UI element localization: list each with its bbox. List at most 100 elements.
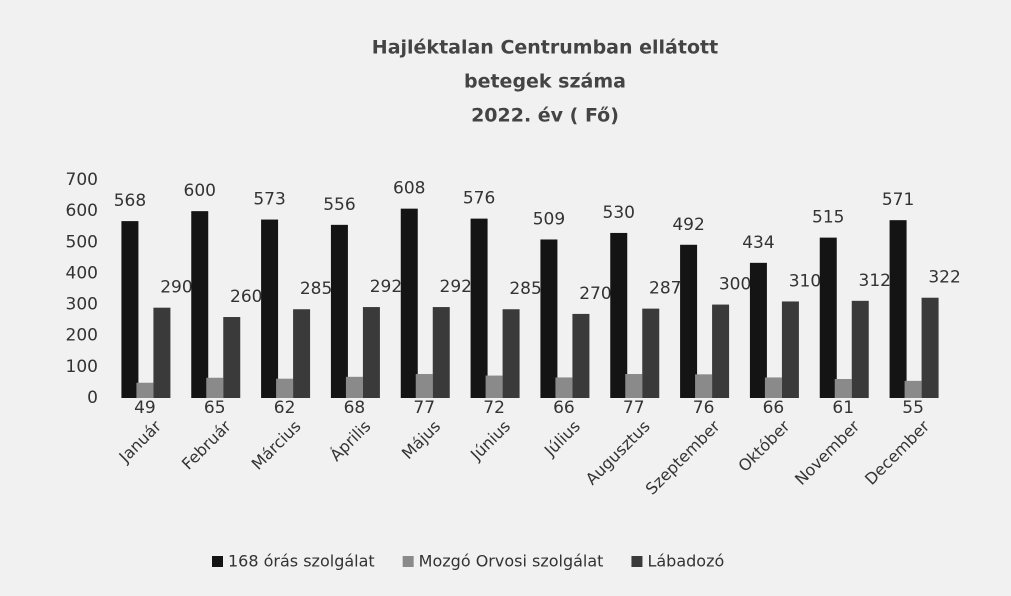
bar — [470, 218, 488, 398]
data-label: 492 — [672, 215, 704, 235]
chart-title: Hajléktalan Centrumban ellátott — [372, 37, 718, 59]
bar — [851, 300, 869, 398]
bar — [625, 374, 643, 398]
y-tick-label: 100 — [66, 357, 98, 377]
legend-label: Mozgó Orvosi szolgálat — [419, 552, 604, 571]
bar — [502, 309, 520, 398]
data-label: 292 — [440, 277, 472, 297]
data-label: 49 — [134, 398, 156, 418]
data-label: 72 — [483, 398, 505, 418]
bar — [223, 317, 241, 398]
legend-swatch — [631, 556, 643, 567]
data-label: 530 — [603, 203, 635, 223]
bar — [293, 309, 311, 398]
bar — [889, 220, 907, 398]
data-label: 600 — [184, 181, 216, 201]
bar — [136, 382, 154, 398]
data-label: 509 — [533, 209, 565, 229]
bar — [276, 378, 294, 398]
bar — [781, 301, 799, 398]
bar — [555, 377, 573, 398]
data-label: 322 — [928, 268, 960, 288]
data-label: 556 — [323, 195, 355, 215]
bar — [572, 313, 590, 398]
bar — [749, 262, 767, 398]
bar — [921, 297, 939, 398]
bar — [764, 377, 782, 398]
legend-swatch — [212, 556, 223, 567]
data-label: 571 — [882, 190, 914, 210]
data-label: 290 — [160, 278, 192, 298]
chart-title: betegek száma — [464, 71, 626, 93]
x-tick-label: Január — [115, 416, 166, 467]
data-label: 76 — [693, 398, 715, 418]
data-label: 573 — [253, 190, 285, 210]
x-tick-label: December — [861, 416, 933, 488]
y-tick-label: 500 — [66, 232, 98, 252]
data-label: 292 — [370, 277, 402, 297]
data-label: 66 — [553, 398, 575, 418]
data-label: 77 — [623, 398, 645, 418]
y-tick-label: 200 — [66, 326, 98, 346]
data-label: 310 — [789, 271, 821, 291]
bar — [261, 219, 279, 398]
bar — [610, 232, 628, 398]
data-label: 270 — [579, 284, 611, 304]
legend-swatch — [402, 556, 414, 567]
x-tick-label: November — [791, 416, 864, 489]
data-label: 608 — [393, 179, 425, 199]
bar — [712, 304, 730, 398]
bar — [819, 237, 837, 398]
bar — [206, 377, 224, 398]
x-tick-label: Október — [734, 416, 793, 475]
data-label: 287 — [649, 279, 681, 299]
data-label: 515 — [812, 208, 844, 228]
bar — [642, 308, 660, 398]
data-label: 62 — [274, 398, 296, 418]
bar — [153, 307, 171, 398]
legend-label: Lábadozó — [647, 552, 724, 571]
data-label: 285 — [300, 279, 332, 299]
data-label: 61 — [832, 398, 854, 418]
data-label: 65 — [204, 398, 226, 418]
x-tick-label: Március — [248, 417, 305, 474]
bar — [330, 224, 348, 398]
x-tick-label: Április — [326, 417, 374, 465]
bar — [834, 379, 852, 398]
bar — [485, 375, 503, 398]
bar — [904, 380, 922, 398]
data-label: 312 — [859, 271, 891, 291]
x-tick-label: Február — [178, 416, 235, 473]
x-tick-label: Május — [398, 417, 444, 463]
data-label: 576 — [463, 189, 495, 209]
y-tick-label: 400 — [66, 263, 98, 283]
bar — [121, 221, 139, 398]
legend: 168 órás szolgálat Mozgó Orvosi szolgálat… — [212, 552, 724, 571]
data-label: 68 — [344, 398, 366, 418]
bar — [540, 239, 558, 398]
data-label: 568 — [114, 191, 146, 211]
data-label: 434 — [742, 233, 774, 253]
data-label: 300 — [719, 275, 751, 295]
x-tick-label: Augusztus — [582, 417, 654, 489]
bar — [400, 208, 418, 398]
data-label: 260 — [230, 287, 262, 307]
y-tick-label: 700 — [66, 170, 98, 190]
y-tick-label: 600 — [66, 201, 98, 221]
bar — [432, 307, 450, 398]
bar — [345, 376, 363, 398]
y-tick-label: 300 — [66, 295, 98, 315]
x-tick-label: Szeptember — [642, 416, 724, 498]
bar — [191, 211, 209, 398]
bar — [415, 374, 433, 398]
legend-label: 168 órás szolgálat — [228, 552, 375, 571]
y-tick-label: 0 — [87, 388, 98, 408]
x-tick-label: Július — [540, 417, 584, 461]
data-label: 77 — [413, 398, 435, 418]
bar — [695, 374, 713, 398]
data-label: 55 — [902, 398, 924, 418]
chart-title: 2022. év ( Fő) — [471, 105, 619, 127]
bar — [680, 244, 698, 398]
bar — [362, 307, 380, 398]
